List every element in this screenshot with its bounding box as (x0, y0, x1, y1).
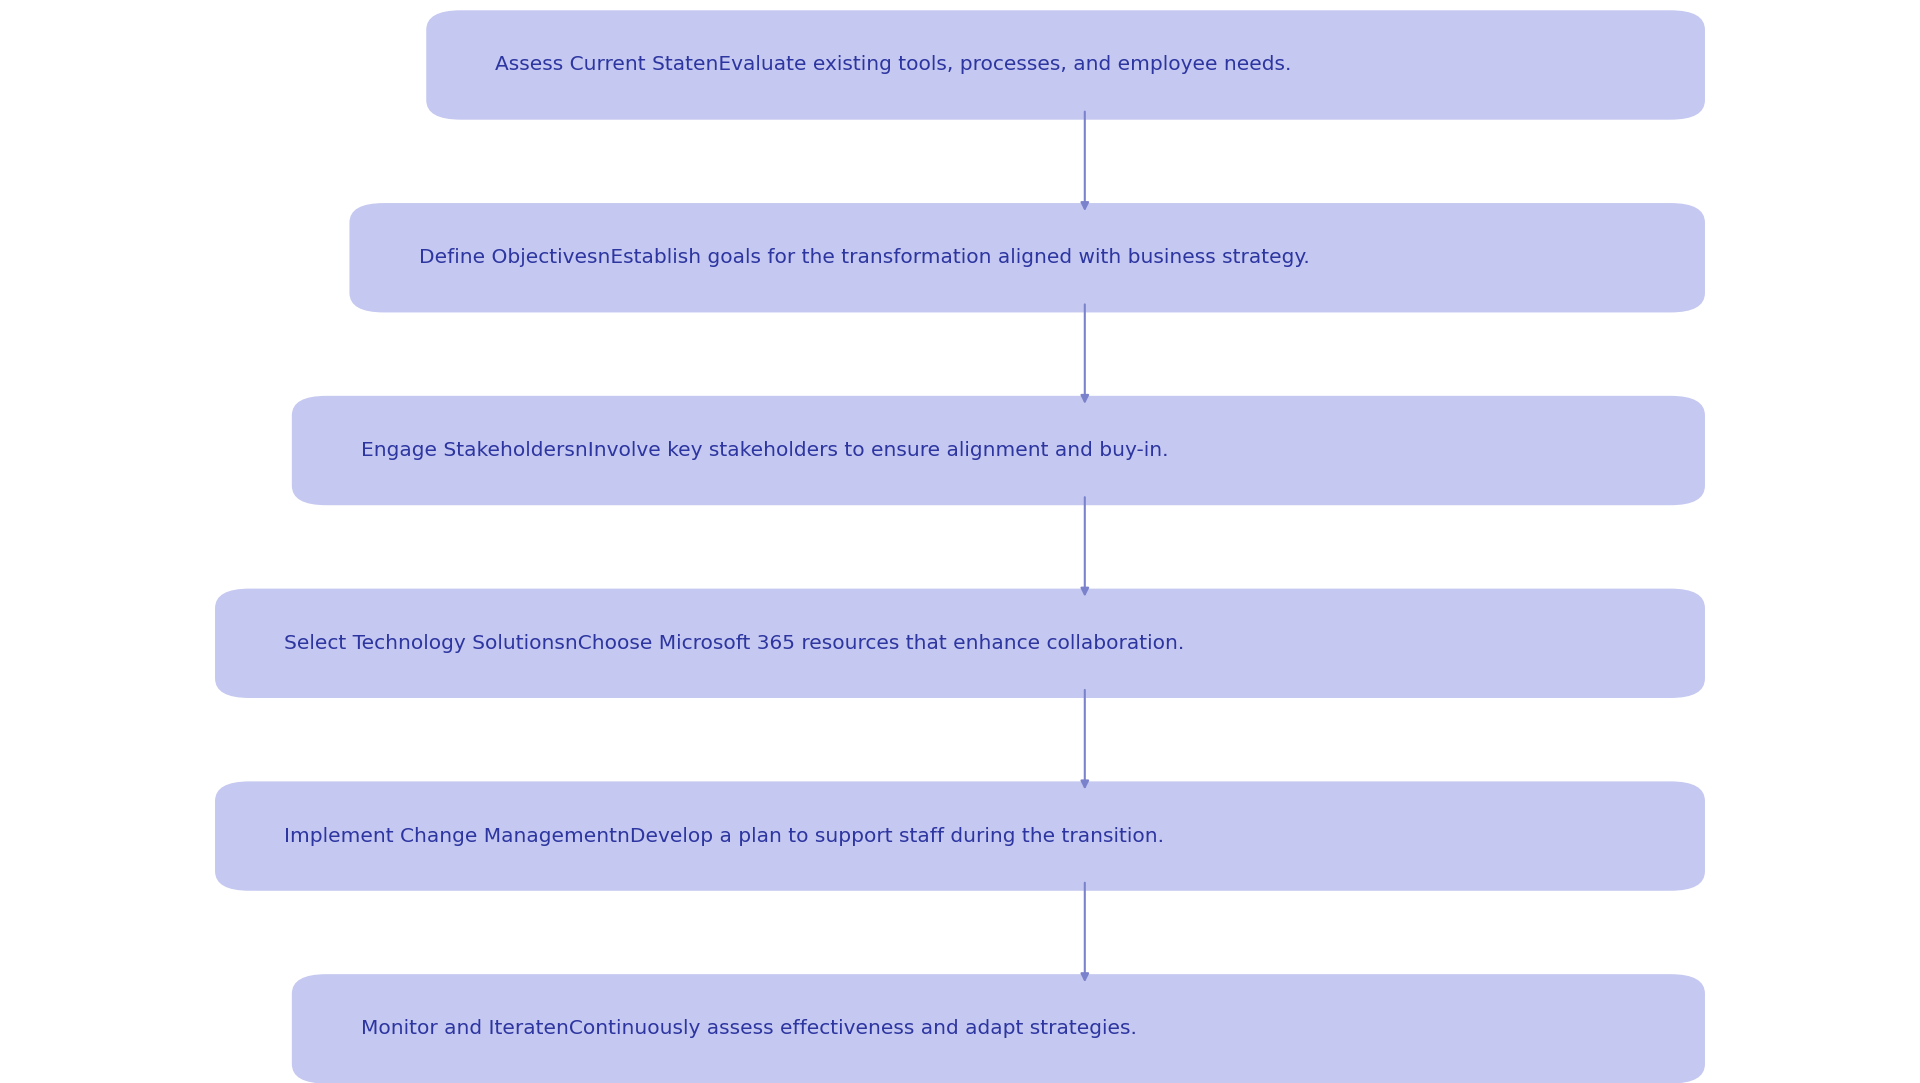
FancyBboxPatch shape (292, 396, 1705, 505)
FancyBboxPatch shape (292, 975, 1705, 1083)
FancyBboxPatch shape (349, 204, 1705, 312)
Text: Define ObjectivesnEstablish goals for the transformation aligned with business s: Define ObjectivesnEstablish goals for th… (419, 248, 1309, 268)
FancyBboxPatch shape (215, 782, 1705, 890)
FancyBboxPatch shape (215, 589, 1705, 699)
FancyBboxPatch shape (426, 11, 1705, 120)
Text: Implement Change ManagementnDevelop a plan to support staff during the transitio: Implement Change ManagementnDevelop a pl… (284, 826, 1164, 846)
Text: Assess Current StatenEvaluate existing tools, processes, and employee needs.: Assess Current StatenEvaluate existing t… (495, 55, 1292, 75)
Text: Select Technology SolutionsnChoose Microsoft 365 resources that enhance collabor: Select Technology SolutionsnChoose Micro… (284, 634, 1185, 653)
Text: Monitor and IteratenContinuously assess effectiveness and adapt strategies.: Monitor and IteratenContinuously assess … (361, 1019, 1137, 1039)
Text: Engage StakeholdersnInvolve key stakeholders to ensure alignment and buy-in.: Engage StakeholdersnInvolve key stakehol… (361, 441, 1169, 460)
